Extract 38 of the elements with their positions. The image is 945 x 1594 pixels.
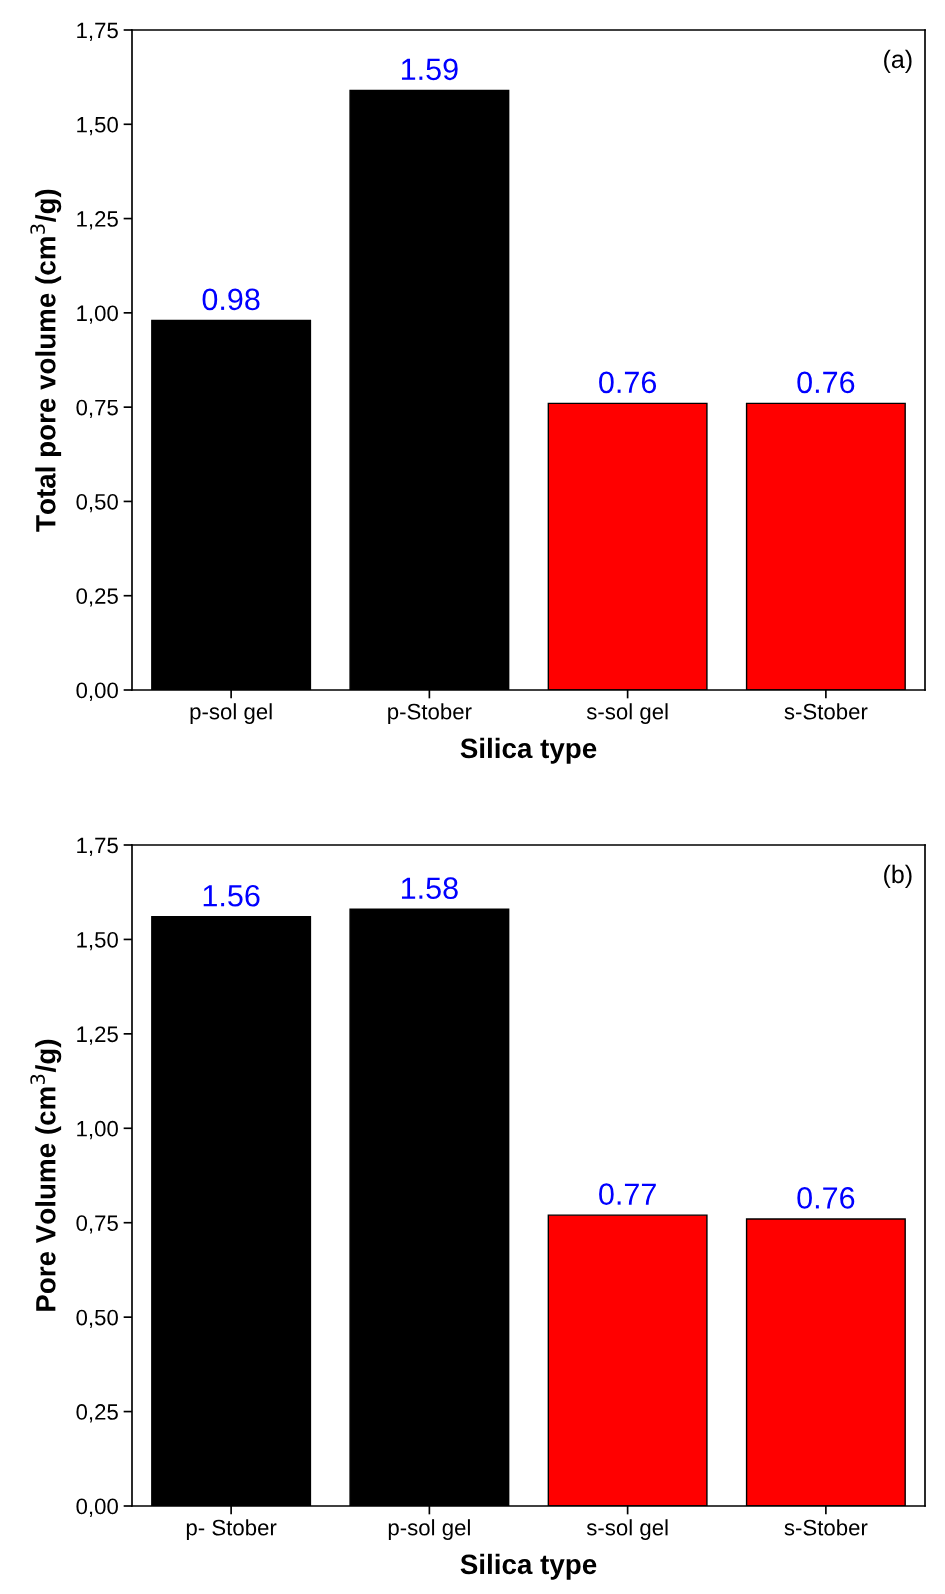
y-tick-label: 1,25 (77, 1026, 118, 1045)
y-axis-title: Total pore volume (cm$^{3}$/g) (30, 189, 62, 532)
y-tick-label: 0,00 (76, 682, 118, 701)
x-tick-label: p-sol gel (388, 1519, 470, 1540)
y-tick-label: 1,25 (77, 211, 118, 230)
data-label: 1.56 (203, 884, 260, 907)
y-tick-label: 1,50 (77, 931, 118, 951)
data-label: 0.76 (797, 1187, 855, 1209)
y-tick-label: 1,00 (77, 305, 118, 324)
y-tick-label: 0,75 (76, 399, 118, 419)
data-label: 1.58 (401, 877, 458, 900)
x-axis-title: Silica type (460, 1553, 597, 1580)
x-tick-label: p-sol gel (190, 703, 272, 724)
y-tick-label: 0,25 (76, 1404, 118, 1423)
y-tick-label: 1,00 (77, 1120, 118, 1140)
y-tick-label: 0,50 (76, 1309, 118, 1329)
x-tick-label: s-sol gel (586, 1519, 668, 1540)
data-label: 0.76 (797, 371, 855, 394)
x-tick-label: p-Stober (388, 703, 472, 724)
y-tick-label: 0,75 (76, 1215, 118, 1234)
y-tick-label: 0,00 (76, 1498, 118, 1517)
annotation: (a) (884, 49, 912, 74)
y-axis-title: Pore Volume (cm$^{3}$/g) (30, 1039, 62, 1311)
data-label: 0.76 (599, 371, 657, 394)
x-tick-label: s-Stober (784, 703, 868, 720)
data-label: 1.59 (401, 58, 458, 81)
annotation: (b) (884, 864, 912, 889)
data-label: 0.77 (599, 1183, 656, 1205)
x-tick-label: p- Stober (186, 1519, 277, 1540)
y-tick-label: 1,75 (77, 837, 118, 856)
y-tick-label: 0,25 (76, 588, 118, 607)
x-tick-label: s-Stober (784, 1519, 868, 1536)
x-tick-label: s-sol gel (586, 703, 668, 724)
y-tick-label: 1,50 (77, 116, 118, 136)
data-label: 0.98 (202, 288, 260, 311)
y-tick-label: 0,50 (76, 493, 118, 513)
y-tick-label: 1,75 (77, 22, 118, 41)
x-axis-title: Silica type (460, 737, 597, 764)
